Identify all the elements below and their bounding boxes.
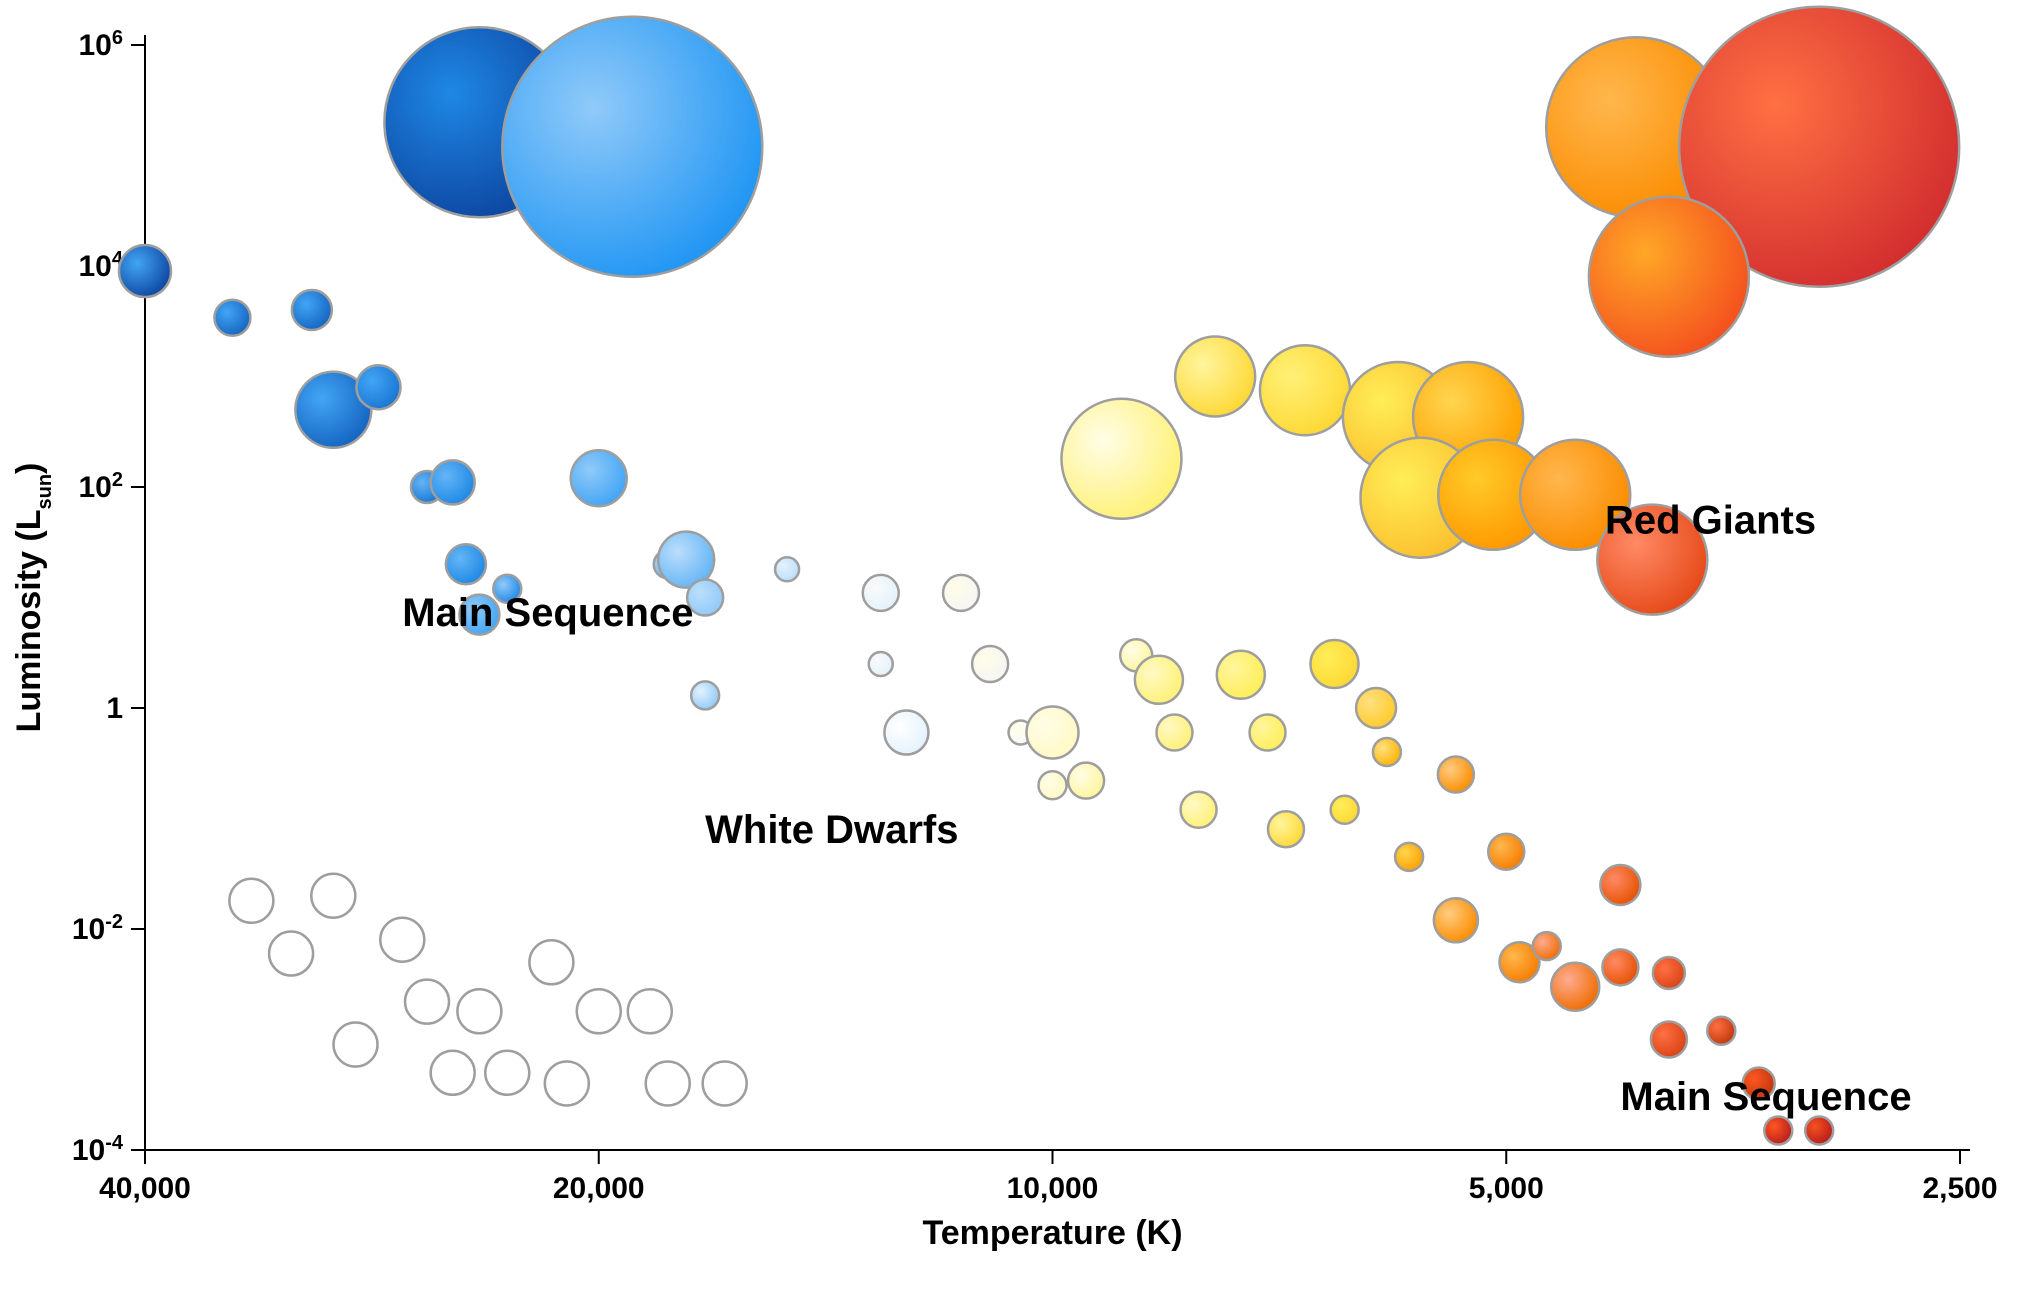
star-point bbox=[431, 1051, 475, 1095]
group-label: Main Sequence bbox=[1620, 1075, 1911, 1119]
star-point bbox=[405, 980, 449, 1024]
y-tick-label: 10-4 bbox=[72, 1132, 124, 1167]
star-point bbox=[292, 290, 332, 330]
star-point bbox=[334, 1023, 378, 1067]
x-tick-label: 40,000 bbox=[99, 1172, 191, 1205]
star-point bbox=[1653, 957, 1685, 989]
star-point bbox=[1434, 898, 1478, 942]
star-point bbox=[529, 940, 573, 984]
star-point bbox=[311, 874, 355, 918]
group-label: Red Giants bbox=[1605, 498, 1816, 542]
stars-layer bbox=[119, 7, 1959, 1145]
star-point bbox=[269, 932, 313, 976]
star-point bbox=[863, 575, 899, 611]
star-point bbox=[1373, 738, 1401, 766]
star-point bbox=[703, 1061, 747, 1105]
star-point bbox=[646, 1061, 690, 1105]
star-point bbox=[691, 681, 719, 709]
star-point bbox=[943, 575, 979, 611]
star-point bbox=[380, 918, 424, 962]
star-point bbox=[1181, 792, 1217, 828]
star-point bbox=[577, 989, 621, 1033]
star-point bbox=[1061, 399, 1181, 519]
star-point bbox=[457, 989, 501, 1033]
x-axis-title: Temperature (K) bbox=[922, 1214, 1182, 1252]
star-point bbox=[775, 557, 799, 581]
star-point bbox=[1707, 1017, 1735, 1045]
star-point bbox=[1600, 865, 1640, 905]
star-point bbox=[1039, 771, 1067, 799]
star-point bbox=[1438, 757, 1474, 793]
star-point bbox=[214, 300, 250, 336]
star-point bbox=[1488, 834, 1524, 870]
star-point bbox=[1805, 1117, 1833, 1145]
star-point bbox=[1175, 337, 1255, 417]
star-point bbox=[1250, 715, 1286, 751]
star-point bbox=[1311, 640, 1359, 688]
x-tick-label: 10,000 bbox=[1007, 1172, 1099, 1205]
star-point bbox=[1027, 707, 1079, 759]
y-axis-title: Luminosity (Lsun) bbox=[10, 463, 56, 733]
star-point bbox=[1356, 688, 1396, 728]
star-point bbox=[1268, 811, 1304, 847]
group-label: Main Sequence bbox=[402, 591, 693, 635]
star-point bbox=[1533, 932, 1561, 960]
hr-diagram: 10-4 10-2 1 102 104 106 40,000 20,000 10,000 5,00… bbox=[0, 0, 2037, 1292]
star-point bbox=[1589, 197, 1749, 357]
star-point bbox=[502, 17, 762, 277]
star-point bbox=[869, 652, 893, 676]
star-point bbox=[229, 879, 273, 923]
y-tick-label: 1 bbox=[106, 692, 123, 725]
star-point bbox=[571, 450, 627, 506]
star-point bbox=[446, 544, 486, 584]
star-point bbox=[1331, 796, 1359, 824]
star-point bbox=[431, 460, 475, 504]
group-label: White Dwarfs bbox=[705, 808, 958, 852]
star-point bbox=[1156, 715, 1192, 751]
star-point bbox=[628, 989, 672, 1033]
x-tick-label: 20,000 bbox=[553, 1172, 645, 1205]
star-point bbox=[972, 646, 1008, 682]
y-tick-label: 106 bbox=[79, 27, 124, 62]
star-point bbox=[1135, 656, 1183, 704]
star-point bbox=[1551, 963, 1599, 1011]
star-point bbox=[485, 1051, 529, 1095]
star-point bbox=[1764, 1117, 1792, 1145]
star-point bbox=[1602, 949, 1638, 985]
star-point bbox=[1651, 1022, 1687, 1058]
y-tick-label: 102 bbox=[79, 469, 124, 504]
star-point bbox=[119, 245, 171, 297]
y-tick-label: 10-2 bbox=[72, 911, 123, 946]
star-point bbox=[1395, 843, 1423, 871]
star-point bbox=[1260, 345, 1350, 435]
star-point bbox=[356, 365, 400, 409]
star-point bbox=[884, 711, 928, 755]
star-point bbox=[1068, 763, 1104, 799]
star-point bbox=[545, 1061, 589, 1105]
y-tick-label: 104 bbox=[79, 248, 124, 283]
x-tick-label: 2,500 bbox=[1922, 1172, 1997, 1205]
x-tick-label: 5,000 bbox=[1469, 1172, 1544, 1205]
star-point bbox=[1217, 651, 1265, 699]
